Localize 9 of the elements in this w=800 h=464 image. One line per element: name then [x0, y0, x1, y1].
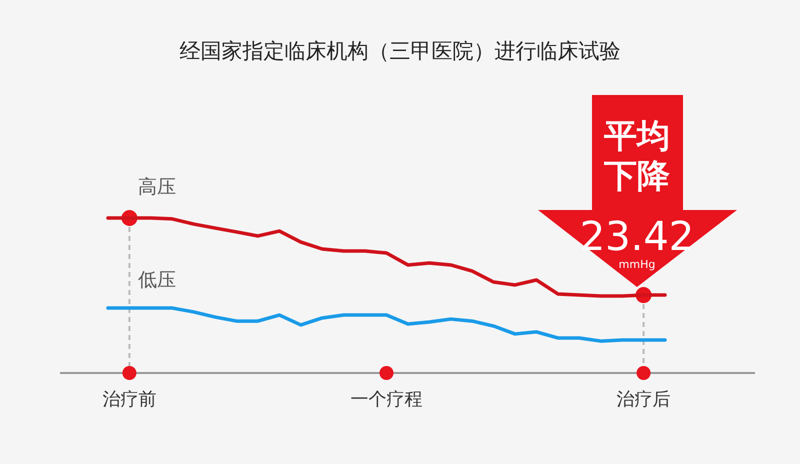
chart-title: 经国家指定临床机构（三甲医院）进行临床试验 [180, 39, 620, 63]
x-tick-label: 一个疗程 [350, 389, 422, 410]
series-label: 低压 [138, 269, 176, 292]
x-tick-label: 治疗前 [102, 389, 156, 410]
annotation: 23.42 [580, 214, 694, 260]
text: 平均下降 [603, 116, 670, 195]
x-tick-label: 治疗后 [616, 389, 671, 410]
annotation: mmHg [618, 258, 656, 271]
series-label: 高压 [138, 176, 176, 198]
